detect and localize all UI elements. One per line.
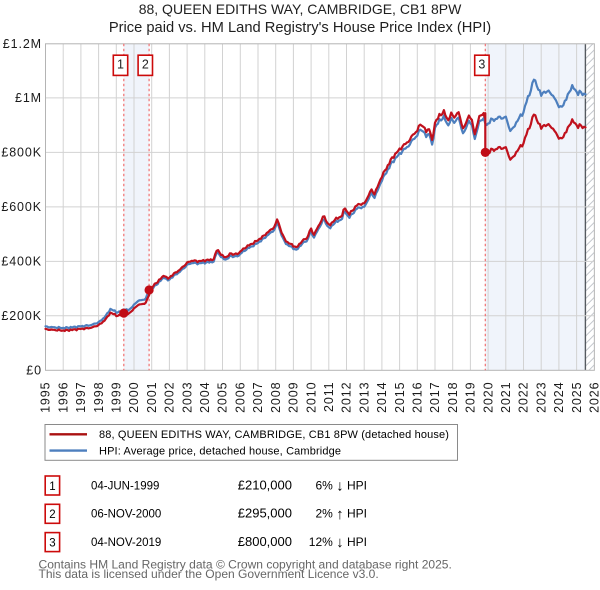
svg-text:£200K: £200K [1,309,42,323]
svg-text:04-NOV-2019: 04-NOV-2019 [91,537,161,549]
svg-text:3: 3 [49,537,55,549]
svg-text:2014: 2014 [375,382,389,413]
svg-text:1: 1 [117,58,124,72]
svg-text:2009: 2009 [287,382,301,413]
svg-text:2: 2 [49,509,55,521]
svg-text:2012: 2012 [340,382,354,413]
svg-text:£0: £0 [26,364,42,378]
svg-text:12% ↓ HPI: 12% ↓ HPI [309,534,367,551]
svg-text:£800K: £800K [1,146,42,160]
svg-text:6% ↓ HPI: 6% ↓ HPI [315,478,367,495]
svg-text:2: 2 [142,58,149,72]
svg-text:04-JUN-1999: 04-JUN-1999 [91,480,159,492]
svg-text:2015: 2015 [393,382,407,413]
svg-text:2023: 2023 [534,382,548,413]
svg-text:2000: 2000 [127,382,141,413]
svg-text:£400K: £400K [1,255,42,269]
svg-text:£210,000: £210,000 [238,477,292,492]
svg-text:1997: 1997 [74,382,88,413]
svg-text:2026: 2026 [588,382,600,413]
svg-text:2022: 2022 [517,382,531,413]
svg-text:2021: 2021 [499,382,513,413]
svg-text:2002: 2002 [163,382,177,413]
svg-text:2018: 2018 [446,382,460,413]
svg-text:2004: 2004 [198,382,212,413]
svg-text:This data is licensed under th: This data is licensed under the Open Gov… [39,567,379,581]
svg-text:2011: 2011 [322,382,336,412]
svg-text:2024: 2024 [552,382,566,413]
svg-text:1996: 1996 [56,382,70,413]
svg-text:1995: 1995 [39,382,53,413]
svg-text:HPI: Average price, detached h: HPI: Average price, detached house, Camb… [99,445,341,457]
svg-text:2017: 2017 [428,382,442,413]
svg-text:3: 3 [478,58,485,72]
svg-text:Price paid vs. HM Land Registr: Price paid vs. HM Land Registry's House … [109,20,491,36]
svg-text:2% ↑ HPI: 2% ↑ HPI [315,506,367,523]
svg-text:2020: 2020 [481,382,495,413]
svg-text:2007: 2007 [251,382,265,413]
svg-text:06-NOV-2000: 06-NOV-2000 [91,509,161,521]
svg-text:2013: 2013 [357,382,371,413]
svg-text:2005: 2005 [216,382,230,413]
svg-text:£295,000: £295,000 [238,506,292,521]
svg-text:2006: 2006 [234,382,248,413]
svg-text:£1.2M: £1.2M [3,37,42,51]
svg-text:2010: 2010 [304,382,318,413]
svg-text:2003: 2003 [180,382,194,413]
svg-text:£600K: £600K [1,200,42,214]
svg-text:Contains HM Land Registry data: Contains HM Land Registry data © Crown c… [39,558,452,572]
svg-text:2019: 2019 [464,382,478,413]
svg-text:2001: 2001 [145,382,159,413]
svg-text:1: 1 [49,481,55,493]
svg-text:£1M: £1M [15,91,42,105]
svg-text:2016: 2016 [411,382,425,413]
svg-text:1998: 1998 [92,382,106,413]
svg-text:2025: 2025 [570,382,584,413]
svg-text:88, QUEEN EDITHS WAY, CAMBRIDG: 88, QUEEN EDITHS WAY, CAMBRIDGE, CB1 8PW… [99,429,449,441]
svg-text:88, QUEEN EDITHS WAY, CAMBRIDG: 88, QUEEN EDITHS WAY, CAMBRIDGE, CB1 8PW [139,1,462,17]
svg-text:1999: 1999 [110,382,124,413]
svg-text:£800,000: £800,000 [238,534,292,549]
svg-text:2008: 2008 [269,382,283,413]
